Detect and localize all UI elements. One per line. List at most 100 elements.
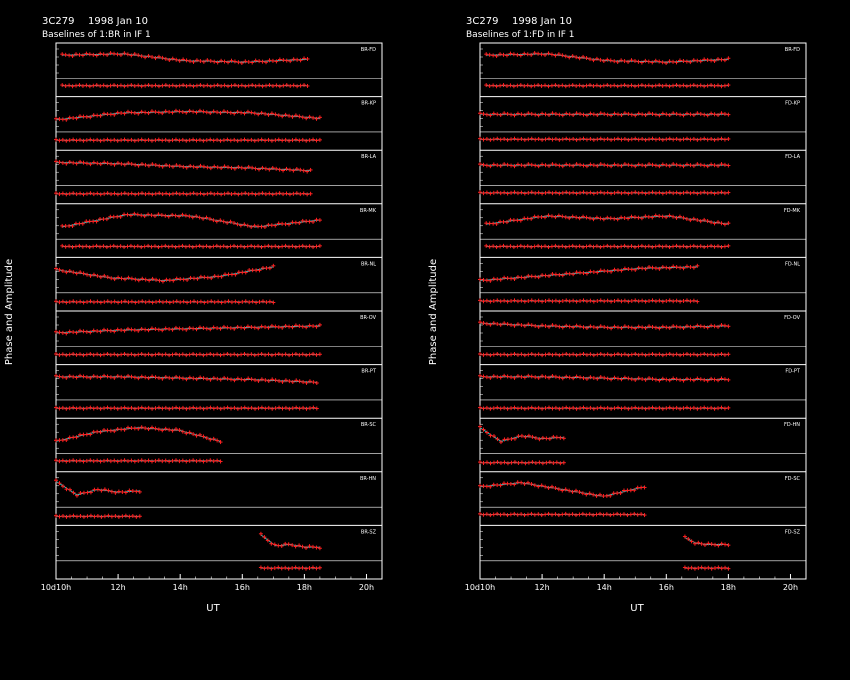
phase-point (317, 546, 322, 551)
phase-point (284, 58, 289, 63)
amp-point (219, 300, 224, 305)
phase-point (602, 375, 607, 380)
amp-point (71, 351, 76, 356)
amp-point (311, 405, 316, 410)
amp-point (632, 84, 637, 89)
phase-point (184, 58, 189, 63)
amp-point (615, 298, 620, 303)
amp-point (287, 353, 292, 358)
amp-point (626, 299, 631, 304)
amp-point (283, 565, 288, 570)
phase-point (202, 275, 207, 280)
phase-point (657, 59, 662, 64)
phase-point (60, 330, 65, 335)
amp-point (135, 244, 140, 249)
amp-point (505, 513, 510, 518)
amp-point (702, 405, 707, 410)
phase-point (484, 221, 489, 226)
amp-point (146, 137, 151, 142)
amp-point (560, 190, 565, 195)
phase-point (287, 379, 292, 384)
amp-point (709, 83, 714, 88)
phase-point (139, 326, 144, 331)
phase-point (532, 51, 537, 56)
amp-point (609, 137, 614, 142)
amp-point (481, 299, 486, 304)
amp-point (595, 298, 600, 303)
amp-point (170, 138, 175, 143)
amp-point (726, 405, 731, 410)
phase-point (581, 271, 586, 276)
phase-point (250, 60, 255, 65)
phase-point (80, 53, 85, 58)
amp-point (643, 353, 648, 358)
amp-point (207, 245, 212, 250)
amp-point (719, 566, 724, 571)
phase-point (290, 114, 295, 119)
amp-point (674, 83, 679, 88)
amp-point (688, 83, 693, 88)
phase-point (198, 59, 203, 64)
amp-point (304, 353, 309, 358)
phase-point (256, 224, 261, 229)
amp-point (177, 244, 182, 249)
amp-point (608, 244, 613, 249)
phase-point (628, 488, 633, 493)
amp-point (280, 138, 285, 143)
amp-point (691, 352, 696, 357)
phase-point (543, 163, 548, 168)
phase-point (228, 219, 233, 224)
amp-point (591, 244, 596, 249)
amp-point (263, 192, 268, 197)
phase-point (543, 52, 548, 57)
amp-point (677, 244, 682, 249)
amp-point (250, 191, 255, 196)
amp-point (183, 244, 188, 249)
phase-point (77, 328, 82, 333)
amp-point (657, 298, 662, 303)
amp-point (505, 406, 510, 411)
amp-point (84, 458, 89, 463)
amp-point (262, 566, 267, 571)
amp-point (640, 136, 645, 141)
phase-point (98, 51, 103, 56)
phase-point (554, 435, 559, 440)
phase-point (314, 324, 319, 329)
amp-point (550, 299, 555, 304)
amp-point (198, 83, 203, 88)
amp-point (194, 138, 199, 143)
phase-point (81, 490, 86, 495)
phase-point (481, 162, 486, 167)
baseline-label: FD-SC (785, 476, 801, 482)
phase-point (478, 162, 482, 167)
phase-point (264, 60, 269, 65)
amp-point (112, 352, 117, 357)
amp-point (180, 458, 185, 463)
amp-point (216, 299, 221, 304)
amp-point (723, 565, 728, 570)
phase-point (211, 325, 216, 330)
amp-point (605, 405, 610, 410)
phase-point (233, 272, 238, 277)
phase-point (691, 265, 696, 270)
phase-point (274, 59, 279, 64)
phase-point (578, 111, 583, 116)
amp-point (498, 406, 503, 411)
baseline-row-BR-OV: BR-OV (54, 310, 382, 358)
amp-point (136, 191, 141, 196)
amp-point (256, 138, 261, 143)
phase-point (529, 274, 534, 279)
phase-point (95, 113, 100, 118)
phase-point (177, 109, 182, 114)
phase-point (540, 162, 545, 167)
phase-point (519, 112, 524, 117)
phase-point (146, 212, 151, 217)
amp-point (143, 192, 148, 197)
amp-point (646, 83, 651, 88)
amp-point (132, 353, 137, 358)
amp-point (619, 299, 624, 304)
amp-point (664, 83, 669, 88)
phase-point (612, 59, 617, 64)
phase-point (201, 164, 206, 169)
phase-point (584, 215, 589, 220)
